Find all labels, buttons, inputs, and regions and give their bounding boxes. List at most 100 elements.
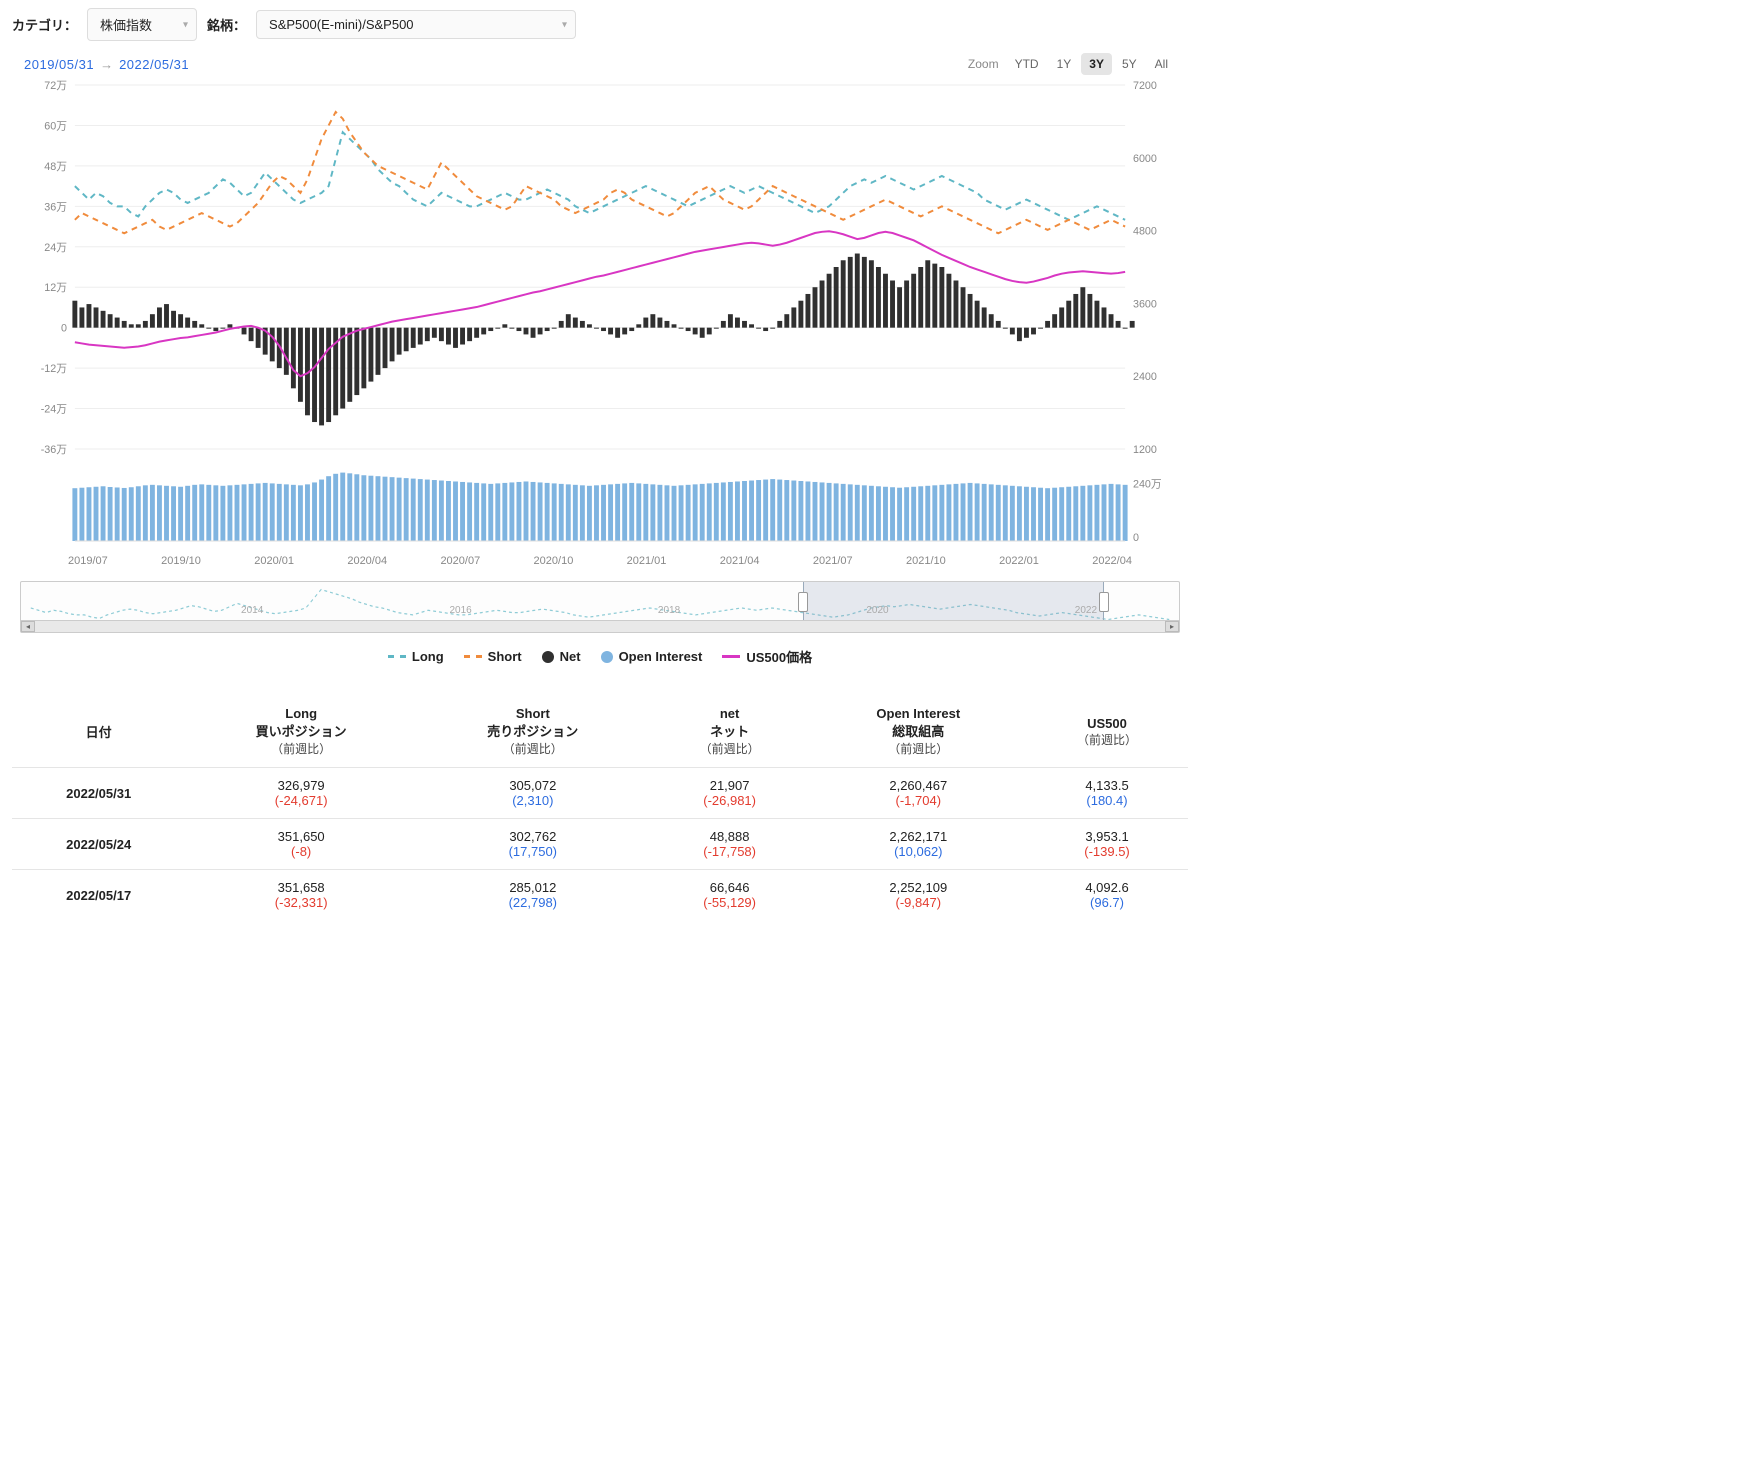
legend-label: US500価格 xyxy=(746,647,812,666)
svg-text:3600: 3600 xyxy=(1133,298,1157,310)
zoom-label: Zoom xyxy=(968,57,999,71)
main-chart[interactable]: 72万 60万 48万 36万 24万 12万 0 -12万 -24万 -36万 7200 6000 4… xyxy=(20,79,1180,469)
legend-swatch xyxy=(464,655,482,658)
svg-text:-24万: -24万 xyxy=(41,403,67,415)
zoom-button-ytd[interactable]: YTD xyxy=(1007,53,1047,75)
navigator-year-label: 2014 xyxy=(241,605,263,616)
legend: Long Short Net Open Interest US500価格 xyxy=(12,633,1188,686)
cell-value: 305,072(2,310) xyxy=(417,768,649,819)
zoom-button-5y[interactable]: 5Y xyxy=(1114,53,1145,75)
navigator-scroll-right[interactable]: ▸ xyxy=(1165,621,1179,632)
x-axis-labels: 2019/07 2019/10 2020/01 2020/04 2020/07 2020/… xyxy=(68,555,1132,567)
legend-swatch xyxy=(722,655,740,658)
th-col: US500（前週比） xyxy=(1026,696,1188,768)
svg-text:-12万: -12万 xyxy=(41,363,67,375)
svg-text:60万: 60万 xyxy=(44,120,67,132)
volume-chart[interactable]: 240万 0 xyxy=(20,469,1180,549)
svg-text:0: 0 xyxy=(1133,532,1139,544)
th-col: netネット（前週比） xyxy=(649,696,811,768)
navigator-scroll-left[interactable]: ◂ xyxy=(21,621,35,632)
symbol-label: 銘柄： xyxy=(207,15,246,34)
filters-row: カテゴリ： 株価指数 銘柄： S&P500(E-mini)/S&P500 xyxy=(12,8,1188,41)
svg-text:6000: 6000 xyxy=(1133,153,1157,165)
th-date: 日付 xyxy=(12,696,185,768)
svg-text:12万: 12万 xyxy=(44,282,67,294)
zoom-button-all[interactable]: All xyxy=(1147,53,1176,75)
legend-item-net[interactable]: Net xyxy=(542,647,581,666)
svg-text:48万: 48万 xyxy=(44,161,67,173)
x-axis-label: 2019/07 xyxy=(68,555,108,567)
cell-value: 326,979(-24,671) xyxy=(185,768,417,819)
table-row: 2022/05/31326,979(-24,671)305,072(2,310)… xyxy=(12,768,1188,819)
th-col: Long買いポジション（前週比） xyxy=(185,696,417,768)
zoom-button-3y[interactable]: 3Y xyxy=(1081,53,1112,75)
legend-item-price[interactable]: US500価格 xyxy=(722,647,812,666)
legend-label: Net xyxy=(560,649,581,664)
zoom-button-1y[interactable]: 1Y xyxy=(1049,53,1080,75)
x-axis-label: 2020/10 xyxy=(534,555,574,567)
cell-value: 285,012(22,798) xyxy=(417,870,649,921)
navigator-handle-left[interactable] xyxy=(798,592,808,612)
table-row: 2022/05/24351,650(-8)302,762(17,750)48,8… xyxy=(12,819,1188,870)
cell-value: 2,262,171(10,062) xyxy=(811,819,1026,870)
svg-text:7200: 7200 xyxy=(1133,80,1157,92)
legend-label: Short xyxy=(488,649,522,664)
cell-value: 4,092.6(96.7) xyxy=(1026,870,1188,921)
symbol-select-value: S&P500(E-mini)/S&P500 xyxy=(269,17,414,32)
legend-label: Open Interest xyxy=(619,649,703,664)
navigator[interactable]: 2014 2016 2018 2020 2022 ◂ ▸ xyxy=(20,581,1180,633)
x-axis-label: 2022/04 xyxy=(1092,555,1132,567)
cell-value: 4,133.5(180.4) xyxy=(1026,768,1188,819)
legend-label: Long xyxy=(412,649,444,664)
svg-text:72万: 72万 xyxy=(44,80,67,92)
legend-swatch xyxy=(542,651,554,663)
th-col: Open Interest総取組高（前週比） xyxy=(811,696,1026,768)
svg-text:-36万: -36万 xyxy=(41,444,67,456)
navigator-year-label: 2022 xyxy=(1075,605,1097,616)
cell-value: 48,888(-17,758) xyxy=(649,819,811,870)
svg-text:24万: 24万 xyxy=(44,242,67,254)
svg-text:0: 0 xyxy=(61,323,67,335)
navigator-year-label: 2018 xyxy=(658,605,680,616)
cell-date: 2022/05/17 xyxy=(12,870,185,921)
navigator-year-label: 2016 xyxy=(449,605,471,616)
category-select[interactable]: 株価指数 xyxy=(87,8,197,41)
cell-value: 3,953.1(-139.5) xyxy=(1026,819,1188,870)
svg-text:240万: 240万 xyxy=(1133,478,1162,490)
chart-header: 2019/05/31 → 2022/05/31 Zoom YTD1Y3Y5YAl… xyxy=(12,53,1188,75)
legend-swatch xyxy=(388,655,406,658)
range-to[interactable]: 2022/05/31 xyxy=(119,57,189,72)
data-table: 日付Long買いポジション（前週比）Short売りポジション（前週比）netネッ… xyxy=(12,696,1188,920)
svg-text:2400: 2400 xyxy=(1133,371,1157,383)
x-axis-label: 2020/04 xyxy=(347,555,387,567)
x-axis-label: 2020/07 xyxy=(440,555,480,567)
navigator-year-label: 2020 xyxy=(866,605,888,616)
th-col: Short売りポジション（前週比） xyxy=(417,696,649,768)
cell-value: 2,252,109(-9,847) xyxy=(811,870,1026,921)
navigator-handle-right[interactable] xyxy=(1099,592,1109,612)
svg-text:4800: 4800 xyxy=(1133,226,1157,238)
svg-text:36万: 36万 xyxy=(44,201,67,213)
range-arrow-icon: → xyxy=(100,57,113,72)
svg-text:1200: 1200 xyxy=(1133,444,1157,456)
table-row: 2022/05/17351,658(-32,331)285,012(22,798… xyxy=(12,870,1188,921)
cell-value: 2,260,467(-1,704) xyxy=(811,768,1026,819)
cell-value: 351,658(-32,331) xyxy=(185,870,417,921)
cell-date: 2022/05/31 xyxy=(12,768,185,819)
cell-value: 351,650(-8) xyxy=(185,819,417,870)
navigator-scrollbar[interactable]: ◂ ▸ xyxy=(21,620,1179,632)
navigator-selection[interactable] xyxy=(803,582,1104,620)
x-axis-label: 2021/10 xyxy=(906,555,946,567)
range-from[interactable]: 2019/05/31 xyxy=(24,57,94,72)
legend-item-short[interactable]: Short xyxy=(464,647,522,666)
x-axis-label: 2019/10 xyxy=(161,555,201,567)
legend-item-long[interactable]: Long xyxy=(388,647,444,666)
cell-value: 66,646(-55,129) xyxy=(649,870,811,921)
legend-item-oi[interactable]: Open Interest xyxy=(601,647,703,666)
symbol-select[interactable]: S&P500(E-mini)/S&P500 xyxy=(256,10,576,39)
x-axis-label: 2021/01 xyxy=(627,555,667,567)
x-axis-label: 2020/01 xyxy=(254,555,294,567)
cell-value: 302,762(17,750) xyxy=(417,819,649,870)
x-axis-label: 2021/04 xyxy=(720,555,760,567)
cell-value: 21,907(-26,981) xyxy=(649,768,811,819)
